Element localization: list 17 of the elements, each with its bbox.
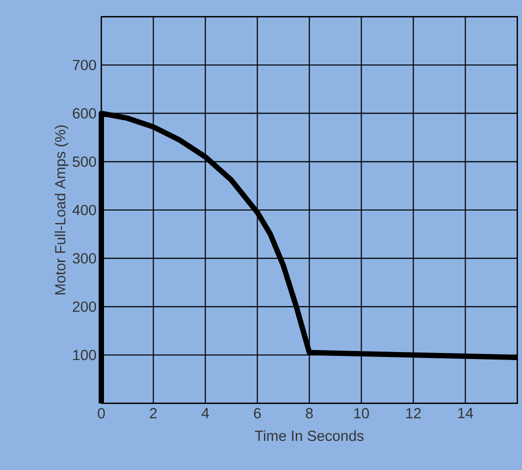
y-tick-label: 100 xyxy=(73,350,96,360)
x-axis-title: Time In Seconds xyxy=(254,430,364,442)
x-tick-label: 10 xyxy=(354,408,369,418)
y-tick-label: 500 xyxy=(72,156,96,167)
y-tick-label: 600 xyxy=(72,108,96,119)
y-tick-label: 300 xyxy=(72,253,96,264)
x-tick-label: 2 xyxy=(150,408,157,418)
y-tick-label: 700 xyxy=(72,60,96,70)
y-axis-title: Motor Full-Load Amps (%) xyxy=(54,125,68,294)
y-tick-label: 200 xyxy=(72,301,96,312)
y-tick-label: 400 xyxy=(72,204,96,216)
x-tick-label: 6 xyxy=(254,408,261,418)
x-tick-label: 8 xyxy=(306,408,313,418)
x-tick-label: 4 xyxy=(202,408,209,418)
x-tick-label: 0 xyxy=(98,408,105,418)
x-tick-label: 12 xyxy=(406,408,421,418)
x-tick-label: 14 xyxy=(458,408,474,418)
